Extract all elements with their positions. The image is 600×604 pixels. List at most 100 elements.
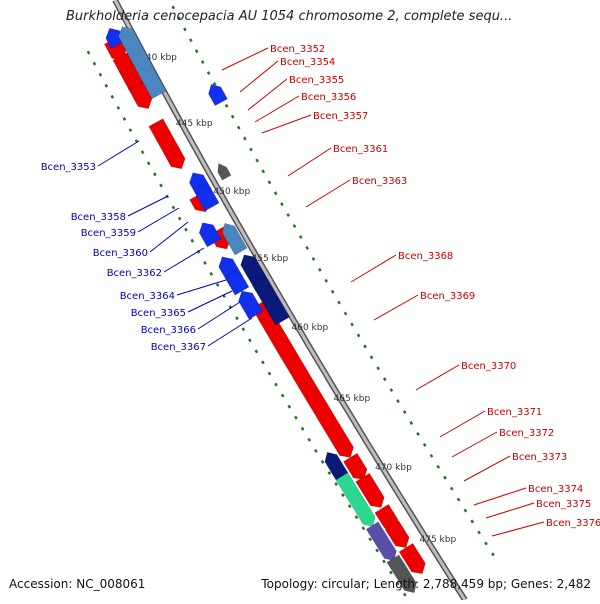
guide-dot <box>224 103 229 108</box>
neutral-gene[interactable] <box>386 554 417 594</box>
guide-dot <box>298 235 303 239</box>
reverse-gene[interactable] <box>253 276 290 326</box>
reverse-gene-label[interactable]: Bcen_3362 <box>107 247 205 279</box>
reverse-gene-label[interactable]: Bcen_3365 <box>131 290 233 319</box>
guide-dot <box>286 213 290 218</box>
forward-gene-label[interactable]: Bcen_3375 <box>485 499 591 519</box>
reverse-gene-label[interactable]: Bcen_3364 <box>120 279 227 302</box>
guide-dot <box>436 464 441 469</box>
guide-dot <box>153 172 157 177</box>
guide-dot <box>261 360 265 365</box>
reverse-gene-label[interactable]: Bcen_3353 <box>41 140 140 173</box>
forward-gene[interactable] <box>398 542 426 574</box>
forward-gene[interactable] <box>298 378 354 458</box>
leader-line <box>247 78 288 111</box>
guide-dot <box>470 519 475 524</box>
forward-gene-label[interactable]: Bcen_3371 <box>439 407 542 438</box>
guide-dot <box>92 61 97 66</box>
gene-label: Bcen_3355 <box>289 75 344 86</box>
forward-gene-label[interactable]: Bcen_3356 <box>254 92 356 123</box>
forward-gene-label[interactable]: Bcen_3373 <box>463 452 567 482</box>
reverse-gene[interactable] <box>221 223 248 256</box>
forward-gene[interactable] <box>355 472 385 508</box>
leader-line <box>287 147 332 177</box>
guide-dot <box>200 60 205 65</box>
guide-dot <box>86 50 91 55</box>
forward-gene-label[interactable]: Bcen_3357 <box>261 111 368 134</box>
guide-dot <box>300 426 305 431</box>
reverse-gene-label[interactable]: Bcen_3359 <box>81 207 180 239</box>
gene-label: Bcen_3371 <box>487 407 542 418</box>
guide-dot <box>314 448 318 453</box>
guide-dot <box>382 377 387 382</box>
reverse-gene[interactable] <box>324 451 349 481</box>
reverse-gene[interactable] <box>217 163 232 181</box>
guide-dot <box>409 421 414 425</box>
guide-dot <box>128 128 133 132</box>
guide-dot <box>212 82 217 86</box>
reverse-gene[interactable] <box>208 83 228 107</box>
guide-dot <box>347 504 352 509</box>
reverse-gene[interactable] <box>226 270 250 296</box>
forward-gene-label[interactable]: Bcen_3355 <box>247 75 344 111</box>
reverse-gene-label[interactable]: Bcen_3358 <box>71 195 169 223</box>
guide-dot <box>354 515 359 520</box>
guide-dot <box>249 147 253 152</box>
reverse-gene[interactable] <box>195 184 220 212</box>
forward-gene-label[interactable]: Bcen_3376 <box>491 518 600 537</box>
reverse-gene[interactable] <box>118 26 167 100</box>
gene-label: Bcen_3362 <box>107 268 162 279</box>
guide-dot <box>194 49 199 54</box>
guide-dot <box>203 260 207 265</box>
reverse-gene[interactable] <box>198 222 222 248</box>
gene-label: Bcen_3372 <box>499 428 554 439</box>
forward-gene-label[interactable]: Bcen_3374 <box>473 484 583 506</box>
reverse-gene[interactable] <box>365 521 397 561</box>
guide-dot <box>363 344 367 349</box>
guide-dot <box>190 238 195 243</box>
reverse-gene-label[interactable]: Bcen_3360 <box>93 221 189 259</box>
guide-dot <box>324 278 329 283</box>
forward-gene[interactable] <box>384 519 410 548</box>
reverse-gene-label[interactable]: Bcen_3367 <box>151 317 253 353</box>
rna-gene[interactable] <box>335 472 376 527</box>
forward-gene-label[interactable]: Bcen_3361 <box>287 144 388 177</box>
gene-label: Bcen_3360 <box>93 248 148 259</box>
forward-gene-label[interactable]: Bcen_3370 <box>415 361 516 391</box>
guide-dot <box>491 552 495 557</box>
guide-dot <box>402 410 407 414</box>
ruler-label: 475 kbp <box>420 535 457 545</box>
guide-dot <box>294 415 298 420</box>
reverse-gene-label[interactable]: Bcen_3366 <box>141 301 241 336</box>
guide-dot <box>280 393 285 398</box>
gene-label: Bcen_3356 <box>301 92 356 103</box>
guide-dot <box>274 382 278 387</box>
guide-dot <box>273 191 278 196</box>
leader-line <box>451 431 498 458</box>
guide-dot <box>206 71 211 75</box>
forward-gene-label[interactable]: Bcen_3352 <box>221 44 325 71</box>
reverse-gene[interactable] <box>238 290 264 320</box>
forward-gene[interactable] <box>343 452 368 480</box>
topology-summary: Topology: circular; Length: 2,788,459 bp… <box>261 577 591 591</box>
forward-gene-label[interactable]: Bcen_3354 <box>239 57 335 93</box>
forward-gene-label[interactable]: Bcen_3363 <box>305 176 407 208</box>
forward-gene-label[interactable]: Bcen_3369 <box>373 291 475 321</box>
guide-dot <box>402 592 407 597</box>
leader-line <box>473 487 527 506</box>
forward-gene-label[interactable]: Bcen_3368 <box>350 251 453 283</box>
guide-dot <box>267 371 272 376</box>
guide-dot <box>337 300 341 305</box>
leader-line <box>485 502 535 519</box>
guide-dot <box>261 169 266 174</box>
gene-label: Bcen_3361 <box>333 144 388 155</box>
guide-dot <box>389 388 394 393</box>
gene-label: Bcen_3367 <box>151 342 206 353</box>
guide-dot <box>292 224 297 229</box>
gene-label: Bcen_3359 <box>81 228 136 239</box>
guide-dot <box>416 432 420 436</box>
forward-gene[interactable] <box>164 146 186 170</box>
forward-gene-label[interactable]: Bcen_3372 <box>451 428 554 458</box>
